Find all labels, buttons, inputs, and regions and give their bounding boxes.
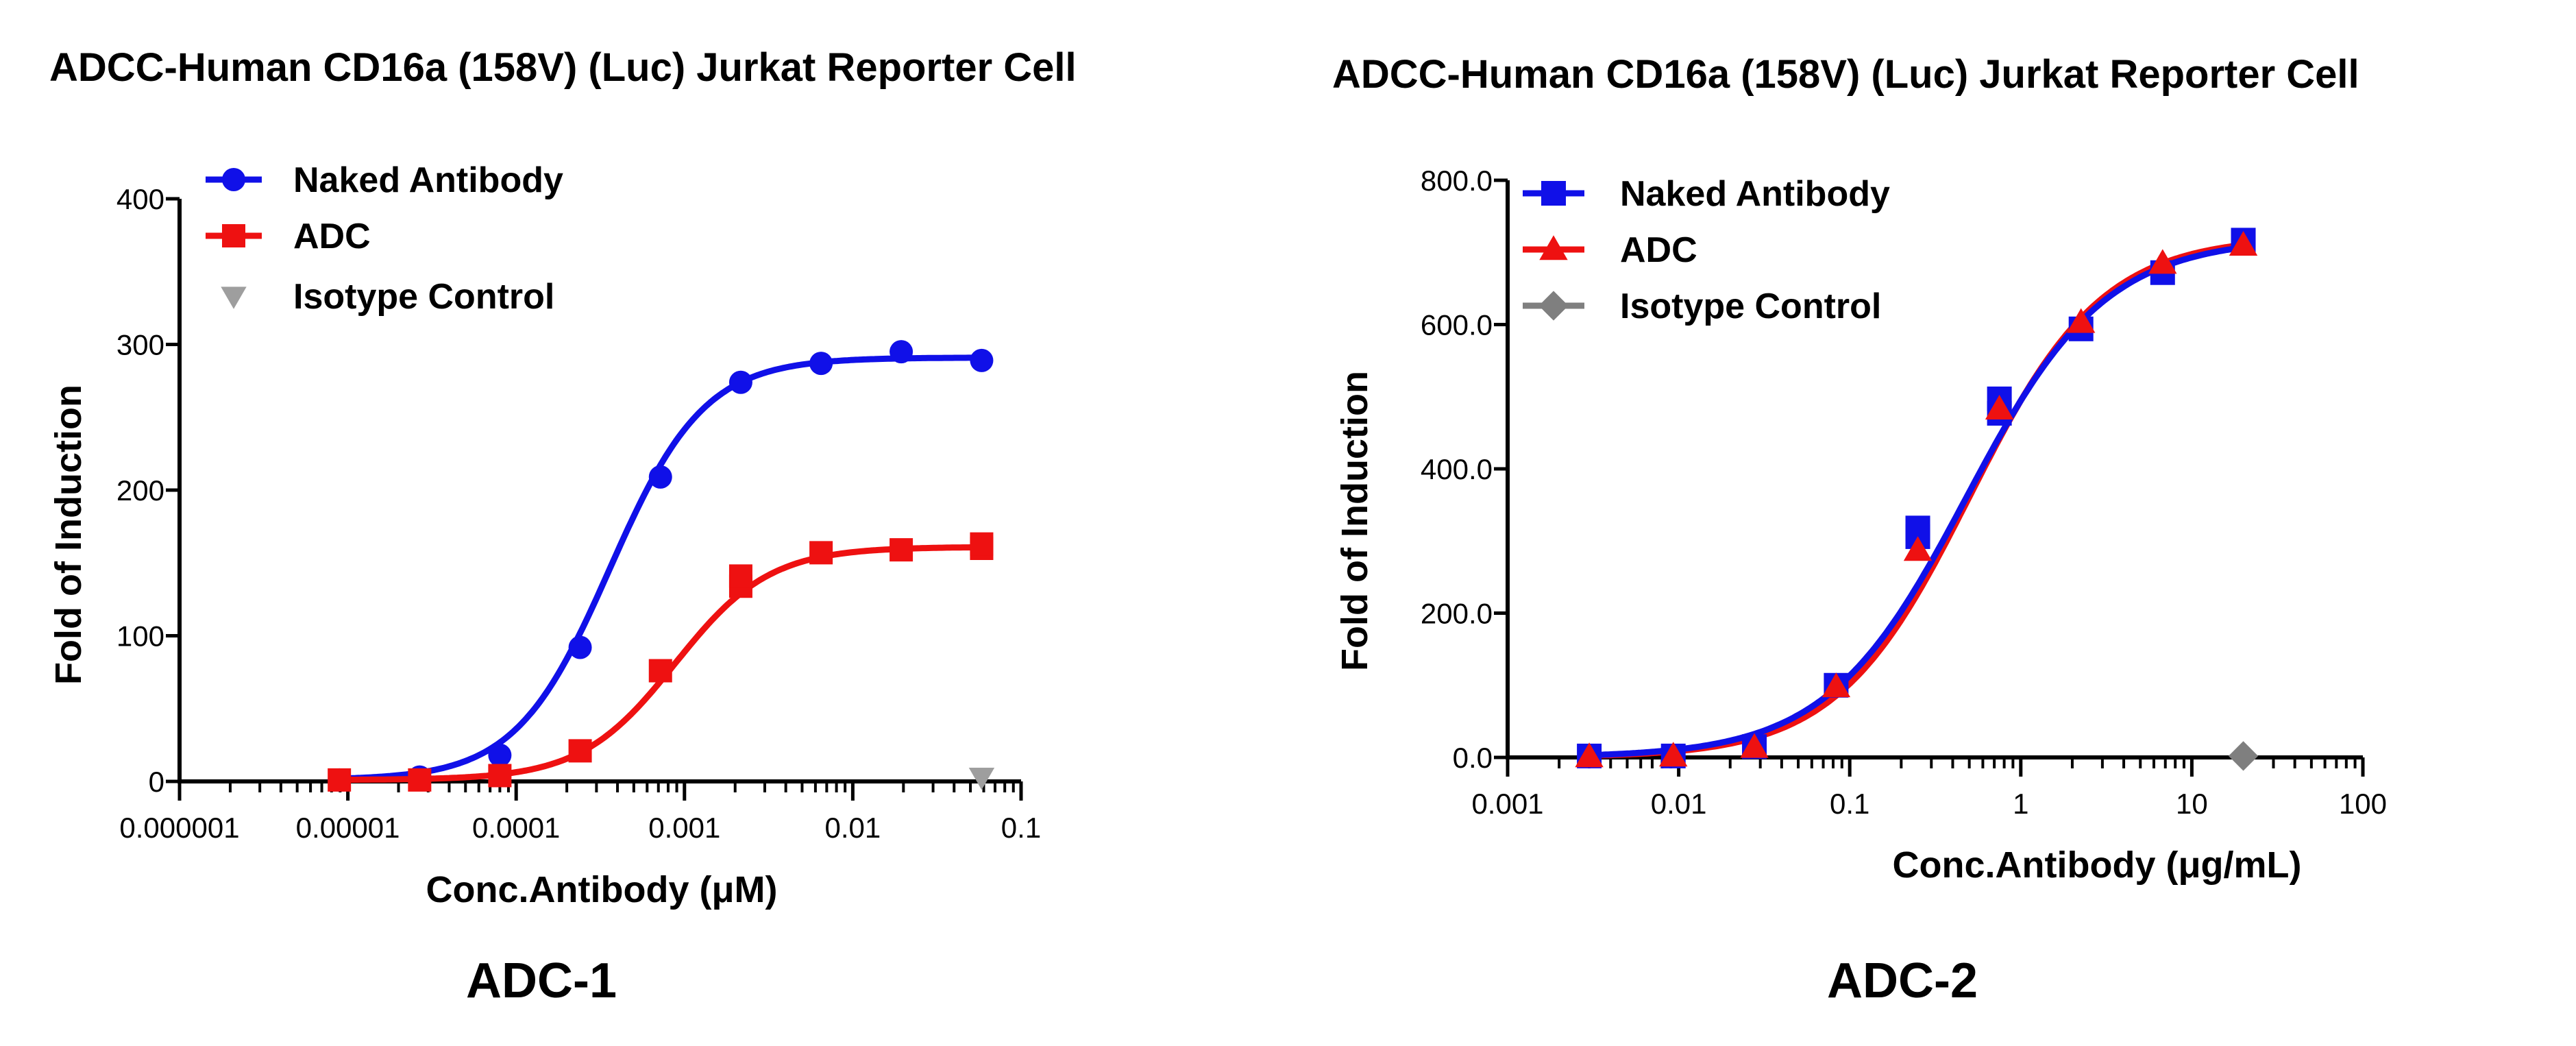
legend-marker bbox=[1538, 291, 1569, 321]
chart-2-x-axis-label: Conc.Antibody (μg/mL) bbox=[1893, 844, 2302, 886]
x-tick-label: 0.1 bbox=[1001, 812, 1041, 844]
point-adc bbox=[970, 532, 994, 556]
point-adc bbox=[2148, 249, 2177, 274]
point-adc bbox=[2067, 308, 2096, 333]
point-naked-antibody bbox=[970, 348, 994, 372]
x-tick-label: 0.00001 bbox=[296, 812, 400, 844]
chart-1-caption: ADC-1 bbox=[466, 953, 617, 1008]
legend-marker bbox=[221, 287, 247, 309]
y-tick-label: 0.0 bbox=[1453, 742, 1493, 774]
point-naked-antibody bbox=[809, 352, 833, 376]
chart-2-y-axis-label: Fold of Induction bbox=[1334, 371, 1375, 671]
legend-isotype-control: Isotype Control bbox=[221, 277, 554, 317]
y-tick-label: 800.0 bbox=[1421, 165, 1493, 197]
x-tick-label: 10 bbox=[2176, 788, 2208, 820]
x-tick-label: 0.01 bbox=[825, 812, 881, 844]
point-adc bbox=[488, 764, 512, 788]
legend-marker bbox=[1541, 181, 1566, 206]
y-tick-label: 200.0 bbox=[1421, 598, 1493, 630]
point-adc bbox=[1903, 536, 1933, 561]
chart-1-title: ADCC-Human CD16a (158V) (Luc) Jurkat Rep… bbox=[49, 45, 1077, 90]
x-tick-label: 0.1 bbox=[1830, 788, 1869, 820]
point-isotype-control bbox=[2228, 741, 2259, 771]
x-tick-label: 0.000001 bbox=[119, 812, 239, 844]
point-adc bbox=[408, 768, 432, 792]
chart-2-caption: ADC-2 bbox=[1827, 953, 1978, 1008]
x-tick-label: 0.01 bbox=[1651, 788, 1707, 820]
chart-1: 0 100 200 300 400 0.000001 0.00001 0.0001 0.001 0… bbox=[116, 160, 1041, 844]
legend-naked-antibody: Naked Antibody bbox=[1523, 174, 1890, 214]
legend-label: ADC bbox=[1620, 230, 1697, 270]
point-naked-antibody bbox=[728, 370, 752, 394]
point-naked-antibody bbox=[890, 340, 913, 364]
legend-isotype-control: Isotype Control bbox=[1523, 287, 1881, 326]
y-tick-label: 200 bbox=[116, 474, 164, 507]
legend-label: Isotype Control bbox=[1620, 287, 1881, 326]
point-adc bbox=[809, 541, 833, 565]
y-tick-label: 300 bbox=[116, 329, 164, 361]
point-naked-antibody bbox=[568, 635, 592, 659]
x-tick-label: 0.001 bbox=[648, 812, 720, 844]
x-tick-label: 1 bbox=[2013, 788, 2028, 820]
point-adc bbox=[1985, 394, 2014, 419]
curve-naked-antibody bbox=[1588, 244, 2244, 759]
legend-label: Naked Antibody bbox=[293, 160, 563, 200]
chart-2: 0.0 200.0 400.0 600.0 800.0 0.001 0.01 0.1 1 10 10… bbox=[1421, 165, 2387, 820]
y-tick-label: 0 bbox=[149, 766, 164, 798]
point-adc bbox=[568, 739, 592, 763]
legend-adc: ADC bbox=[1523, 230, 1697, 270]
curve-naked-antibody bbox=[339, 354, 982, 782]
y-tick-label: 600.0 bbox=[1421, 309, 1493, 341]
point-adc bbox=[1821, 672, 1851, 698]
legend-marker bbox=[222, 224, 245, 247]
point-adc bbox=[1659, 742, 1688, 767]
x-tick-label: 0.0001 bbox=[472, 812, 560, 844]
legend-label: Naked Antibody bbox=[1620, 174, 1890, 214]
chart-2-title: ADCC-Human CD16a (158V) (Luc) Jurkat Rep… bbox=[1332, 52, 2359, 97]
point-adc bbox=[890, 538, 913, 562]
point-adc bbox=[1575, 742, 1604, 768]
x-tick-label: 100 bbox=[2339, 788, 2387, 820]
point-adc bbox=[1740, 733, 1769, 758]
point-isotype-control bbox=[968, 768, 995, 790]
y-tick-label: 400.0 bbox=[1421, 453, 1493, 485]
legend-label: Isotype Control bbox=[293, 277, 554, 317]
point-naked-antibody bbox=[648, 465, 672, 489]
x-tick-label: 0.001 bbox=[1471, 788, 1543, 820]
legend-naked-antibody: Naked Antibody bbox=[206, 160, 563, 200]
y-tick-label: 400 bbox=[116, 183, 164, 215]
chart-1-y-axis-label: Fold of Induction bbox=[48, 385, 89, 685]
chart-1-x-axis-label: Conc.Antibody (μM) bbox=[426, 869, 778, 910]
legend-label: ADC bbox=[293, 217, 371, 256]
legend-marker bbox=[222, 168, 245, 191]
point-adc bbox=[648, 659, 672, 683]
legend-marker bbox=[1539, 235, 1568, 260]
point-adc bbox=[2229, 231, 2258, 256]
y-tick-label: 100 bbox=[116, 620, 164, 653]
point-adc bbox=[728, 564, 752, 588]
legend-adc: ADC bbox=[206, 217, 371, 256]
point-adc bbox=[328, 768, 352, 792]
point-naked-antibody bbox=[488, 743, 512, 767]
